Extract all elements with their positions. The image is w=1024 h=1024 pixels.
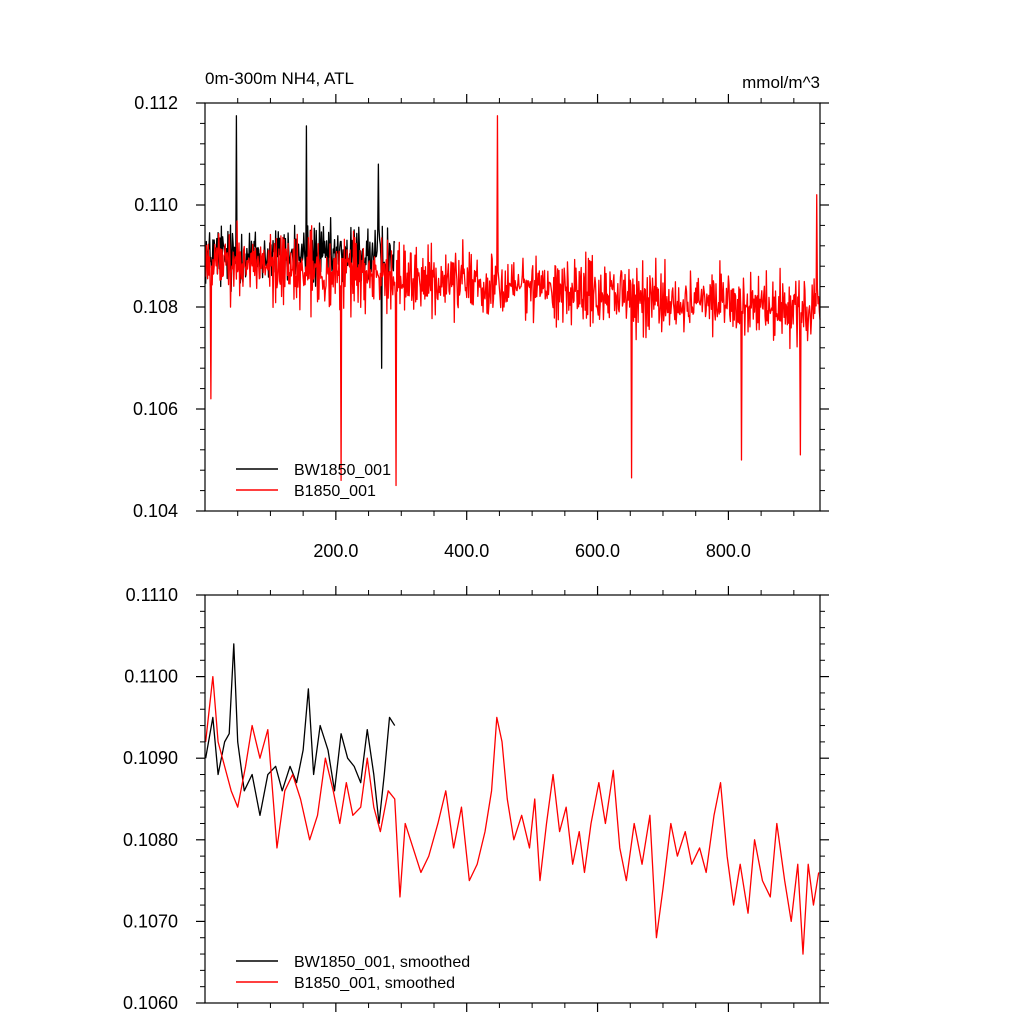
top-legend-label-black: BW1850_001: [294, 462, 391, 479]
x-tick-label: 400.0: [444, 541, 489, 561]
x-tick-label: 600.0: [575, 541, 620, 561]
top-legend: BW1850_001 B1850_001: [236, 462, 391, 500]
bottom-panel-frame: [204, 594, 821, 1004]
bottom-panel: 0.1060 0.1070 0.1080 0.1090 0.1100 0.1110 BW1…: [123, 585, 829, 1013]
bottom-legend-label-black: BW1850_001, smoothed: [294, 954, 470, 971]
series-line-b1850: [205, 115, 821, 487]
top-panel: 0m-300m NH4, ATL mmol/m^3 0.1040.1060.10…: [133, 69, 829, 561]
top-panel-ticks: 0.104 0.106 0.108 0.110 0.112 200.0 400.0 600.0…: [133, 93, 829, 561]
series-line-bw1850-smoothed: [205, 643, 396, 825]
bottom-panel-series: [205, 643, 820, 955]
bottom-legend: BW1850_001, smoothed B1850_001, smoothed: [236, 954, 470, 992]
x-tick-label: 800.0: [706, 541, 751, 561]
bottom-panel-ticks: 0.1060 0.1070 0.1080 0.1090 0.1100 0.1110: [123, 585, 829, 1013]
x-tick-label: 200.0: [313, 541, 358, 561]
y-tick-label: 0.1060: [123, 993, 178, 1013]
y-tick-label: 0.104: [133, 501, 178, 521]
y-tick-label: 0.1110: [126, 585, 178, 605]
y-tick-label: 0.112: [134, 93, 178, 113]
y-tick-label: 0.106: [133, 399, 178, 419]
series-line-b1850-smoothed: [205, 675, 820, 955]
y-tick-label: 0.1090: [123, 748, 178, 768]
bottom-legend-label-red: B1850_001, smoothed: [294, 975, 455, 992]
y-tick-label: 0.108: [133, 297, 178, 317]
top-panel-frame: [204, 102, 821, 512]
y-tick-label: 0.1100: [124, 667, 178, 687]
top-panel-units: mmol/m^3: [742, 73, 820, 92]
y-tick-label: 0.1070: [123, 911, 178, 931]
top-panel-title: 0m-300m NH4, ATL: [205, 69, 354, 88]
top-panel-series: [205, 115, 821, 487]
series-line-bw1850: [205, 115, 396, 369]
top-legend-label-red: B1850_001: [294, 483, 376, 500]
y-tick-label: 0.110: [134, 195, 178, 215]
y-tick-label: 0.1080: [123, 830, 178, 850]
